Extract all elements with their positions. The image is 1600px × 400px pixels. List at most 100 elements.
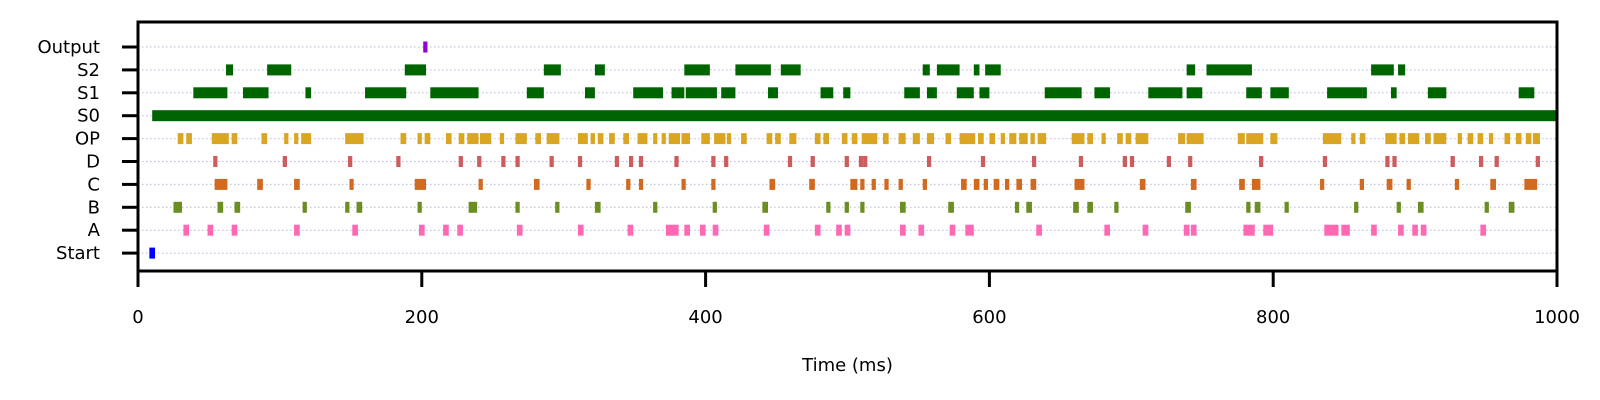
raster-bar-c [478,178,483,190]
raster-bar-op [609,133,615,145]
raster-bar-b [1073,201,1079,213]
raster-bar-c [1386,178,1393,190]
raster-bar-d [1494,156,1499,167]
raster-bar-d [1031,156,1037,167]
raster-bar-op [766,133,773,145]
raster-bar-s1 [843,87,851,99]
raster-bar-b [826,201,831,213]
raster-bar-a [763,224,770,236]
raster-bar-op [467,133,479,145]
raster-bar-d [348,156,353,167]
raster-bar-d [711,156,716,167]
raster-bar-op [1000,133,1006,145]
raster-bar-op [1246,133,1264,145]
raster-bar-s1 [1094,87,1111,99]
raster-bar-d [628,156,634,167]
raster-bar-a [1324,224,1339,236]
raster-bar-b [302,201,307,213]
raster-bar-d [863,156,868,167]
raster-bar-a [844,224,851,236]
raster-bar-op [345,133,364,145]
raster-bar-c [1359,178,1365,190]
raster-bar-op [577,133,588,145]
raster-bar-s2 [973,64,980,76]
y-tick-label: Start [56,243,100,264]
raster-bar-c [294,178,300,190]
raster-bar-op [301,133,312,145]
raster-bar-op [1359,133,1366,145]
raster-bar-op [445,133,452,145]
raster-bar-s1 [1270,87,1289,99]
raster-bar-d [396,156,401,167]
raster-bar-op [668,133,681,145]
raster-bar-a [918,224,925,236]
raster-bar-c [898,178,903,190]
x-tick-label: 1000 [1534,307,1580,328]
raster-bar-a [1420,224,1427,236]
raster-bar-a [1036,224,1042,236]
raster-bar-c [871,178,876,190]
raster-bar-c [983,178,988,190]
raster-bar-op [661,133,666,145]
raster-bar-d [858,156,864,167]
raster-bar-op [741,133,747,145]
raster-bar-b [1254,201,1261,213]
raster-bar-op [186,133,192,145]
raster-bar-op [898,133,906,145]
raster-bar-b [1014,201,1020,213]
raster-bar-op [1385,133,1397,145]
raster-bar-c [1320,178,1325,190]
raster-bar-op [590,133,595,145]
raster-bar-s1 [956,87,974,99]
raster-bar-op [417,133,422,145]
raster-bar-c [922,178,927,190]
raster-bar-op [882,133,889,145]
raster-bar-op [726,133,732,145]
x-tick-label: 600 [972,307,1006,328]
raster-bar-s2 [985,64,1001,76]
raster-bar-start [149,247,156,259]
raster-bar-s2 [1398,64,1406,76]
raster-bar-d [1478,156,1484,167]
y-tick-label: OP [75,129,100,150]
raster-bar-c [711,178,716,190]
raster-bar-s2 [1371,64,1394,76]
raster-bar-d [213,156,218,167]
plot-frame [136,20,1559,273]
y-tick-label: S1 [77,83,100,104]
raster-bar-op [1135,133,1149,145]
raster-bar-s1 [1327,87,1363,99]
raster-bar-a [1183,224,1190,236]
raster-bar-c [681,178,686,190]
raster-bar-op [1087,133,1093,145]
y-tick-label: B [88,197,100,218]
x-axis-label: Time (ms) [801,355,893,376]
raster-bar-d [638,156,644,167]
raster-bar-d [1259,156,1264,167]
raster-bar-a [1341,224,1350,236]
x-axis: 0 200 400 600 800 1000 [132,271,1580,328]
raster-bar-s1 [430,87,479,99]
raster-bar-d [787,156,793,167]
raster-bar-a [712,224,719,236]
raster-bar-s2 [780,64,801,76]
raster-bar-op [231,133,238,145]
raster-bar-s2 [684,64,710,76]
raster-bar-op [912,133,920,145]
raster-bar-op [1037,133,1047,145]
raster-bar-op [978,133,984,145]
raster-bar-c [214,178,228,190]
raster-bar-s2 [735,64,771,76]
raster-bar-op [1399,133,1406,145]
raster-bar-a [836,224,842,236]
raster-bar-d [980,156,986,167]
raster-bar-d [1450,156,1455,167]
raster-bar-s1 [926,87,937,99]
raster-bar-a [665,224,679,236]
raster-bar-s2 [1206,64,1252,76]
raster-bar-op [597,133,604,145]
raster-bar-output [423,41,428,53]
raster-bar-s2 [1186,64,1196,76]
raster-bar-d [810,156,815,167]
raster-bar-c [973,178,980,190]
